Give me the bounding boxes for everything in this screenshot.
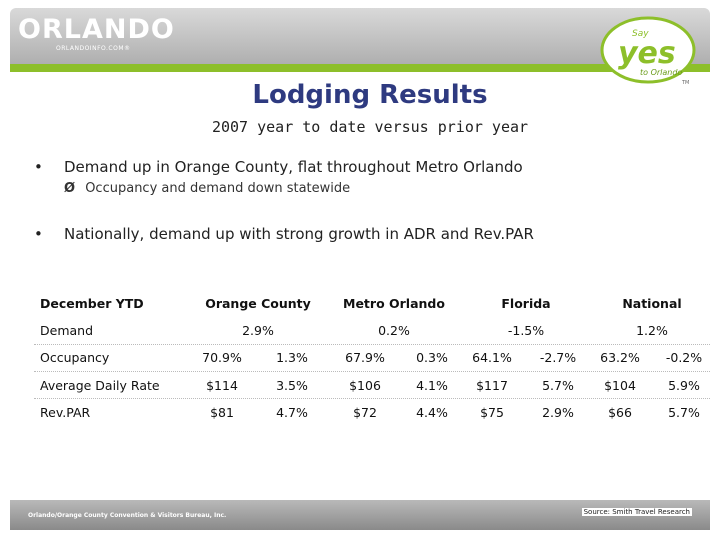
slide-subtitle: 2007 year to date versus prior year bbox=[211, 118, 529, 136]
badge-say-text: Say bbox=[632, 29, 649, 39]
orlando-logo: ORLANDO bbox=[18, 14, 175, 45]
table-cell: $104 bbox=[604, 378, 636, 393]
table-cell: $75 bbox=[480, 405, 504, 420]
demand-orange-county: 2.9% bbox=[242, 323, 274, 338]
row-label-occupancy: Occupancy bbox=[40, 350, 110, 365]
table-cell: 63.2% bbox=[600, 350, 640, 365]
table-cell: 4.1% bbox=[416, 378, 448, 393]
table-cell: $117 bbox=[476, 378, 508, 393]
badge-yes-text: yes bbox=[618, 36, 676, 71]
demand-metro-orlando: 0.2% bbox=[378, 323, 410, 338]
table-divider bbox=[34, 344, 710, 345]
region-header-metro-orlando: Metro Orlando bbox=[343, 296, 445, 311]
region-header-national: National bbox=[622, 296, 682, 311]
table-cell: 4.7% bbox=[276, 405, 308, 420]
table-cell: $114 bbox=[206, 378, 238, 393]
table-cell: 5.9% bbox=[668, 378, 700, 393]
orlando-logo-url: ORLANDOINFO.COM® bbox=[56, 45, 131, 52]
demand-national: 1.2% bbox=[636, 323, 668, 338]
table-divider bbox=[34, 371, 710, 372]
table-cell: $66 bbox=[608, 405, 632, 420]
table-cell: 3.5% bbox=[276, 378, 308, 393]
row-label-revpar: Rev.PAR bbox=[40, 405, 91, 420]
table-cell: $81 bbox=[210, 405, 234, 420]
table-corner-header: December YTD bbox=[40, 296, 144, 311]
table-cell: 1.3% bbox=[276, 350, 308, 365]
sub-bullet-arrow-icon: Ø bbox=[64, 181, 76, 196]
header-green-stripe bbox=[10, 64, 710, 72]
demand-florida: -1.5% bbox=[507, 323, 545, 338]
table-cell: 67.9% bbox=[345, 350, 385, 365]
bullet-national-text: Nationally, demand up with strong growth… bbox=[64, 225, 534, 243]
table-cell: $106 bbox=[349, 378, 381, 393]
row-label-average-daily-rate: Average Daily Rate bbox=[40, 378, 160, 393]
say-yes-badge: Say yes to Orlando TM bbox=[600, 16, 696, 86]
bullet-demand-text: Demand up in Orange County, flat through… bbox=[64, 158, 523, 176]
table-cell: -0.2% bbox=[665, 350, 703, 365]
badge-to-orlando-text: to Orlando bbox=[640, 68, 682, 77]
row-label-demand: Demand bbox=[40, 323, 94, 338]
table-cell: 70.9% bbox=[202, 350, 242, 365]
table-cell: $72 bbox=[353, 405, 377, 420]
table-cell: 64.1% bbox=[472, 350, 512, 365]
table-cell: 5.7% bbox=[668, 405, 700, 420]
table-divider bbox=[34, 398, 710, 399]
bullet-dot: • bbox=[34, 158, 43, 176]
region-header-orange-county: Orange County bbox=[205, 296, 311, 311]
table-cell: 0.3% bbox=[416, 350, 448, 365]
table-cell: -2.7% bbox=[539, 350, 577, 365]
source-note: Source: Smith Travel Research bbox=[581, 508, 692, 516]
table-cell: 2.9% bbox=[542, 405, 574, 420]
table-cell: 5.7% bbox=[542, 378, 574, 393]
header-band: ORLANDO ORLANDOINFO.COM® Say yes to Orla… bbox=[0, 0, 720, 86]
table-cell: 4.4% bbox=[416, 405, 448, 420]
sub-bullet-occupancy-text: Occupancy and demand down statewide bbox=[85, 181, 351, 196]
footer-org-text: Orlando/Orange County Convention & Visit… bbox=[28, 512, 227, 519]
sub-bullet-occupancy: Ø Occupancy and demand down statewide bbox=[64, 181, 350, 196]
region-header-florida: Florida bbox=[501, 296, 551, 311]
badge-tm-text: TM bbox=[681, 80, 689, 86]
bullet-dot: • bbox=[34, 225, 43, 243]
badge-outline bbox=[600, 16, 696, 84]
slide-title: Lodging Results bbox=[252, 80, 488, 110]
header-gray-bar bbox=[10, 8, 710, 72]
